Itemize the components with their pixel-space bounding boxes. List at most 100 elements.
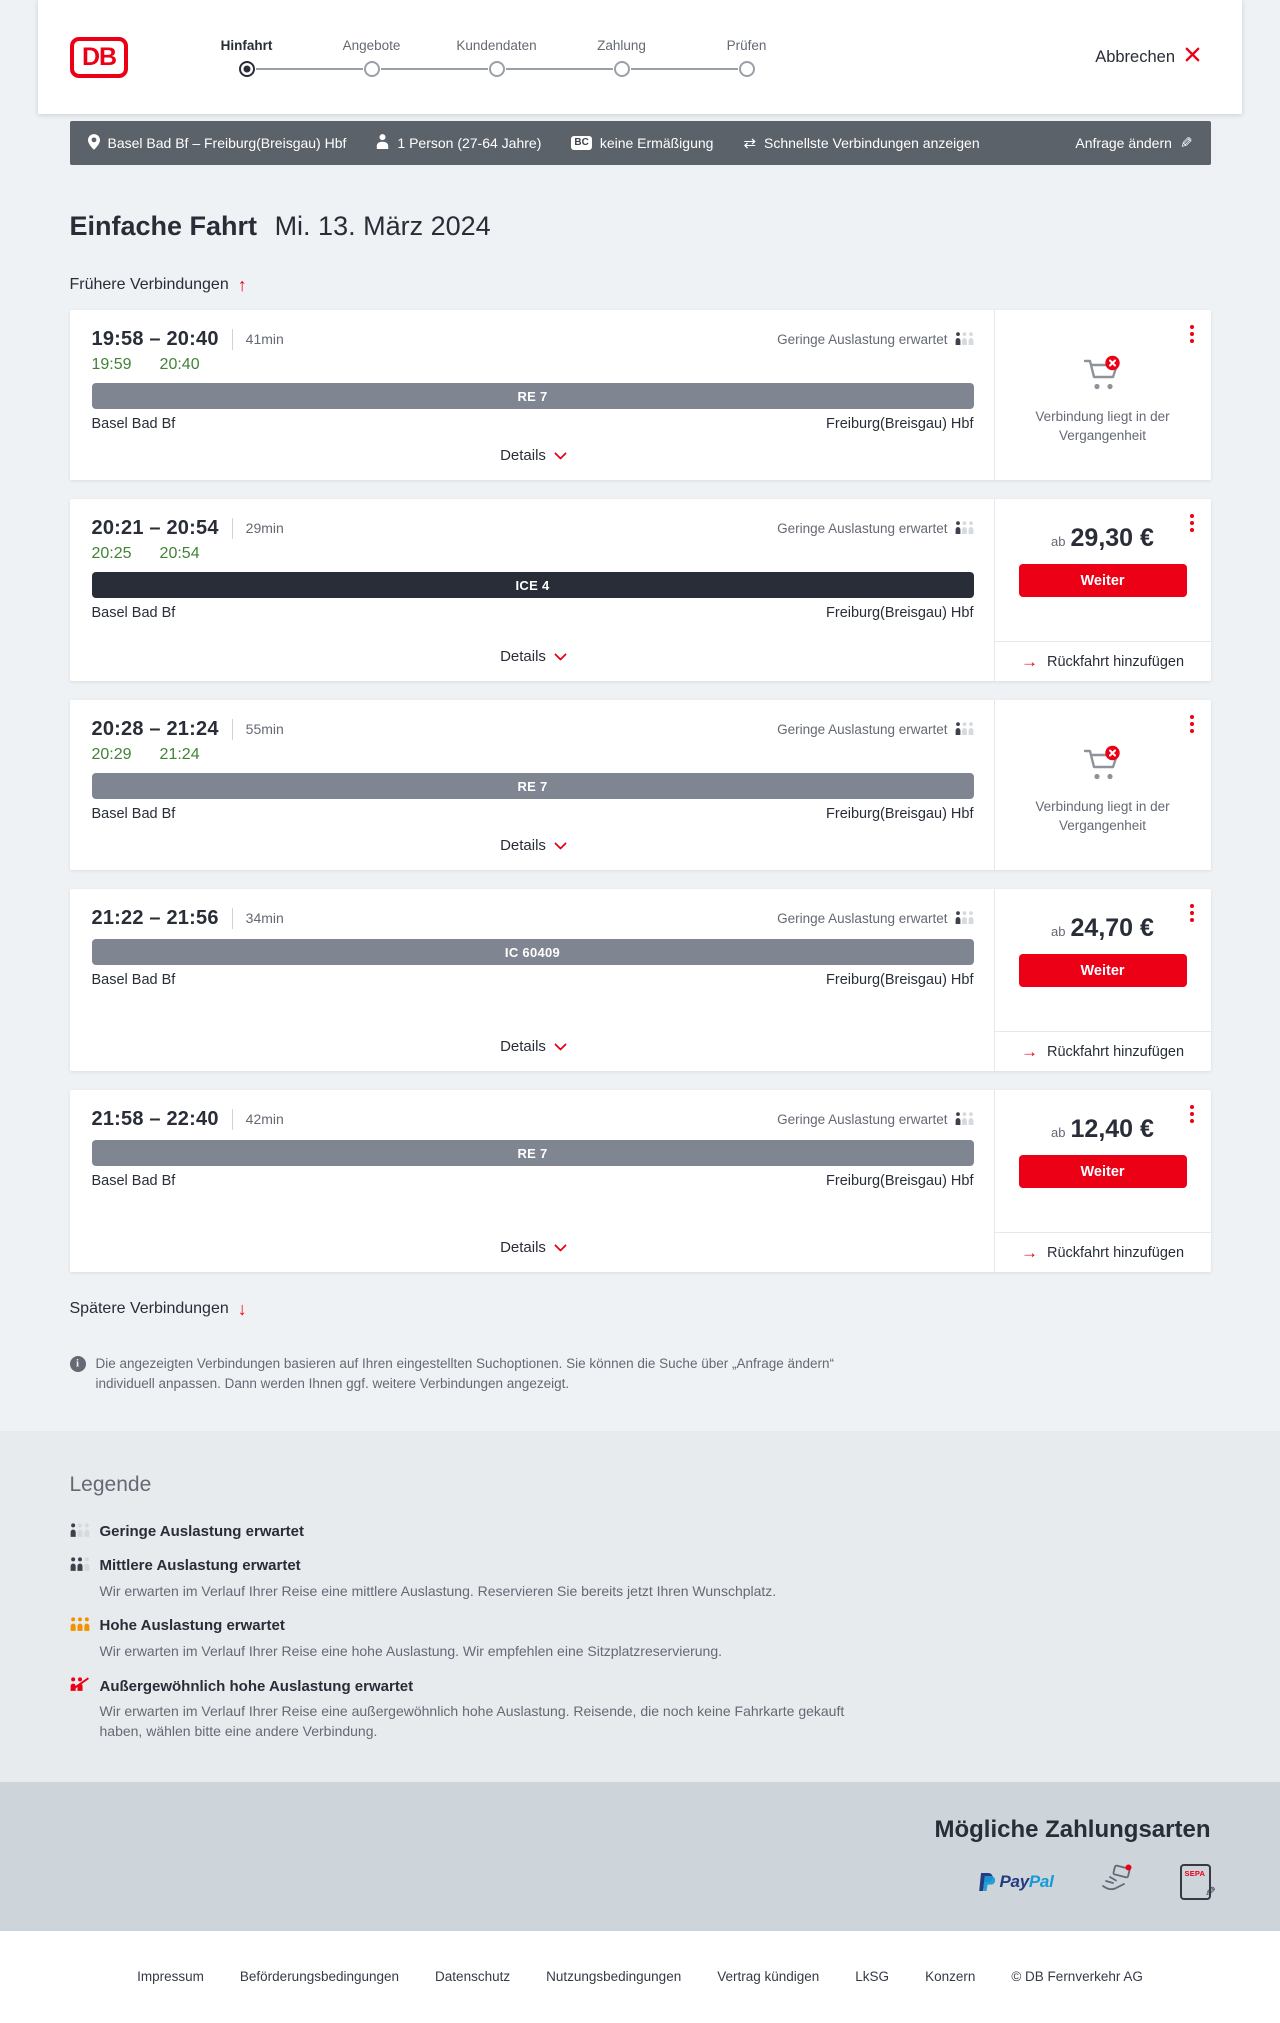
details-label: Details	[500, 837, 546, 855]
later-connections-label: Spätere Verbindungen	[69, 1300, 229, 1318]
connection-card: 21:58 – 22:40 42min Geringe Auslastung e…	[69, 1090, 1211, 1273]
connection-card-main: 20:21 – 20:54 29min Geringe Auslastung e…	[70, 499, 994, 681]
kebab-menu-icon[interactable]	[1188, 1103, 1196, 1125]
return-arrow-icon: →	[1020, 1243, 1038, 1263]
train-label: ICE 4	[515, 577, 550, 593]
realtime-depart: 20:25	[91, 545, 132, 563]
search-summary-bar: Basel Bad Bf – Freiburg(Breisgau) Hbf 1 …	[69, 121, 1211, 165]
discount-summary: BC keine Ermäßigung	[571, 135, 713, 151]
realtime-arrive: 20:40	[159, 356, 200, 374]
details-toggle[interactable]: Details	[92, 1239, 974, 1259]
occupancy-text: Geringe Auslastung erwartet	[777, 722, 948, 738]
connection-card-side: Verbindung liegt in der Vergangenheit	[993, 310, 1211, 481]
continue-button[interactable]: Weiter	[1018, 1155, 1187, 1189]
stations-row: Basel Bad Bf Freiburg(Breisgau) Hbf	[92, 605, 974, 621]
step-kundendaten[interactable]: Kundendaten	[434, 38, 613, 77]
step-zahlung[interactable]: Zahlung	[559, 38, 738, 77]
footer-link-befoerderungsbedingungen[interactable]: Beförderungsbedingungen	[239, 1969, 400, 1985]
hand-card-icon	[1100, 1864, 1134, 1901]
legend-item-description: Wir erwarten im Verlauf Ihrer Reise eine…	[99, 1642, 723, 1659]
passenger-summary: 1 Person (27-64 Jahre)	[376, 134, 541, 152]
step-hinfahrt[interactable]: Hinfahrt	[184, 38, 363, 77]
kebab-menu-icon[interactable]	[1188, 713, 1196, 735]
add-return-button[interactable]: → Rückfahrt hinzufügen	[994, 641, 1211, 681]
footer-link-datenschutz[interactable]: Datenschutz	[435, 1969, 511, 1985]
occupancy-text: Geringe Auslastung erwartet	[777, 332, 948, 348]
price-panel: ab 12,40 € Weiter	[995, 1090, 1211, 1232]
later-connections-link[interactable]: Spätere Verbindungen ↓	[70, 1300, 247, 1318]
legend-item-title: Geringe Auslastung erwartet	[99, 1523, 305, 1541]
occupancy-indicator: Geringe Auslastung erwartet	[777, 331, 974, 348]
destination-station: Freiburg(Breisgau) Hbf	[826, 416, 974, 433]
past-note: Verbindung liegt in der Vergangenheit	[1035, 409, 1170, 444]
footer-link-nutzungsbedingungen[interactable]: Nutzungsbedingungen	[546, 1969, 682, 1985]
add-return-label: Rückfahrt hinzufügen	[1046, 653, 1185, 670]
footer-link-impressum[interactable]: Impressum	[137, 1969, 204, 1985]
details-toggle[interactable]: Details	[92, 837, 974, 857]
step-pruefen[interactable]: Prüfen	[684, 38, 809, 77]
kebab-menu-icon[interactable]	[1188, 323, 1196, 345]
destination-station: Freiburg(Breisgau) Hbf	[826, 806, 974, 823]
occupancy-text: Geringe Auslastung erwartet	[777, 911, 948, 927]
stations-row: Basel Bad Bf Freiburg(Breisgau) Hbf	[92, 806, 974, 822]
connection-card-main: 19:58 – 20:40 41min Geringe Auslastung e…	[70, 310, 994, 480]
details-label: Details	[500, 648, 546, 666]
cancel-button[interactable]: Abbrechen	[1095, 47, 1200, 67]
occupancy-low-icon	[955, 331, 974, 348]
return-arrow-icon: →	[1020, 652, 1038, 672]
paypal-icon: PayPal	[978, 1872, 1054, 1892]
fastest-connections-link[interactable]: ⇄ Schnellste Verbindungen anzeigen	[743, 135, 979, 151]
chevron-down-icon	[554, 1239, 567, 1252]
add-return-button[interactable]: → Rückfahrt hinzufügen	[994, 1232, 1211, 1272]
details-label: Details	[500, 1239, 546, 1257]
occupancy-text: Geringe Auslastung erwartet	[777, 521, 948, 537]
sepa-pencil-icon: ✎	[1204, 1884, 1216, 1900]
discount-text: keine Ermäßigung	[599, 135, 714, 151]
step-dot-wrap	[559, 60, 738, 77]
page-title: Einfache Fahrt Mi. 13. März 2024	[70, 211, 1211, 242]
connection-card: 21:22 – 21:56 34min Geringe Auslastung e…	[69, 889, 1211, 1072]
note-text: Die angezeigten Verbindungen basieren au…	[95, 1356, 835, 1392]
footer-link-vertrag-kuendigen[interactable]: Vertrag kündigen	[717, 1969, 820, 1985]
train-segment-bar: IC 60409	[91, 939, 974, 966]
origin-station: Basel Bad Bf	[91, 1173, 176, 1190]
price-value: 29,30 €	[1070, 524, 1154, 553]
occupancy-low-icon	[955, 520, 974, 537]
continue-button[interactable]: Weiter	[1018, 954, 1187, 988]
change-request-button[interactable]: Anfrage ändern ✎	[1075, 135, 1192, 152]
details-toggle[interactable]: Details	[92, 1038, 974, 1058]
legend-item-description: Wir erwarten im Verlauf Ihrer Reise eine…	[99, 1703, 845, 1740]
legend-item-exceptional: Außergewöhnlich hohe Auslastung erwartet…	[70, 1677, 1211, 1742]
footer-link-lksg[interactable]: LkSG	[855, 1969, 890, 1985]
details-toggle[interactable]: Details	[92, 648, 974, 668]
cancel-label: Abbrechen	[1095, 47, 1175, 66]
occupancy-indicator: Geringe Auslastung erwartet	[777, 520, 974, 537]
realtime-times: 19:59 20:40	[92, 356, 974, 374]
time-range: 20:21 – 20:54	[91, 517, 219, 540]
step-dot-icon	[738, 60, 755, 77]
kebab-menu-icon[interactable]	[1188, 512, 1196, 534]
chevron-down-icon	[554, 1038, 567, 1051]
step-angebote[interactable]: Angebote	[309, 38, 488, 77]
details-label: Details	[500, 1038, 546, 1056]
continue-button[interactable]: Weiter	[1018, 564, 1187, 598]
realtime-arrive: 20:54	[159, 545, 200, 563]
time-range: 20:28 – 21:24	[91, 718, 219, 741]
step-dot-icon	[488, 60, 505, 77]
stations-row: Basel Bad Bf Freiburg(Breisgau) Hbf	[92, 972, 974, 988]
time-range: 21:22 – 21:56	[91, 907, 219, 930]
origin-station: Basel Bad Bf	[91, 806, 176, 823]
legend-item-low: Geringe Auslastung erwartet	[70, 1522, 1211, 1541]
step-dot-icon	[363, 60, 380, 77]
earlier-connections-link[interactable]: Frühere Verbindungen ↑	[70, 276, 247, 294]
details-toggle[interactable]: Details	[92, 447, 974, 467]
realtime-depart: 20:29	[91, 746, 132, 764]
footer-copyright: © DB Fernverkehr AG	[1011, 1969, 1143, 1985]
kebab-menu-icon[interactable]	[1188, 902, 1196, 924]
add-return-button[interactable]: → Rückfahrt hinzufügen	[994, 1031, 1211, 1071]
step-dot-icon	[613, 60, 630, 77]
sepa-label: SEPA	[1184, 1869, 1206, 1879]
connection-head: 21:22 – 21:56 34min Geringe Auslastung e…	[92, 907, 974, 930]
change-request-label: Anfrage ändern	[1075, 135, 1172, 151]
footer-link-konzern[interactable]: Konzern	[925, 1969, 976, 1985]
